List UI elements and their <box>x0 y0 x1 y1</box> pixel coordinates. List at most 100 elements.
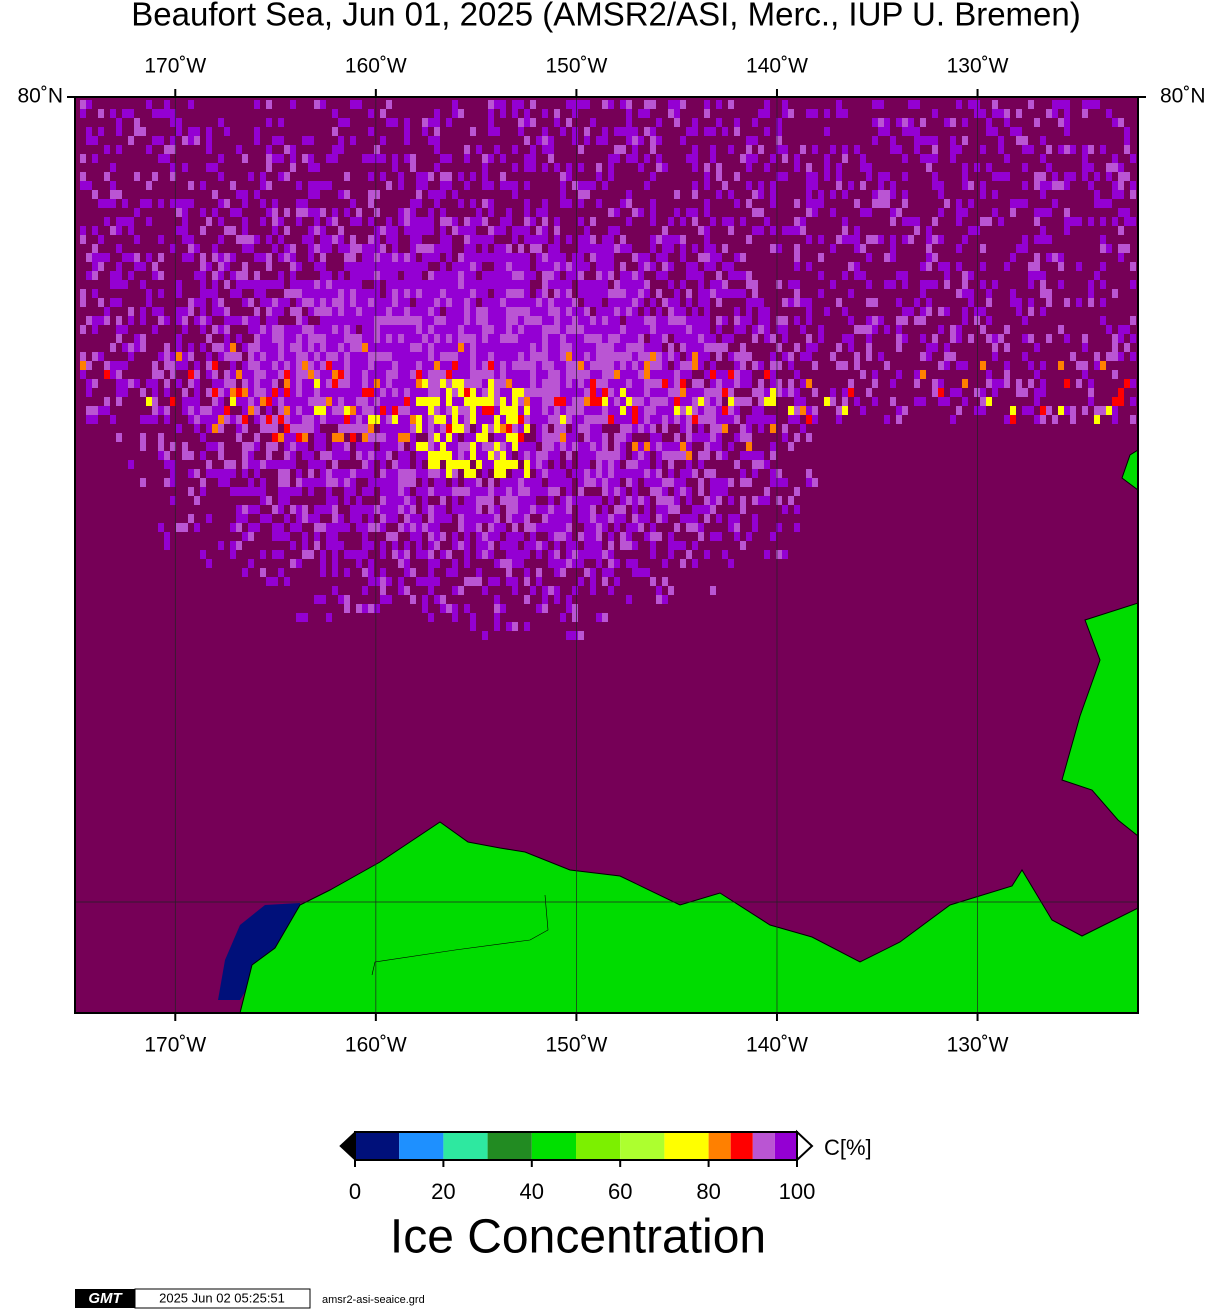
ice-cell <box>80 154 86 163</box>
ice-cell <box>344 172 350 181</box>
ice-cell <box>416 532 422 541</box>
ice-cell <box>290 154 296 163</box>
ice-cell <box>446 172 452 181</box>
ice-cell <box>338 343 344 352</box>
ice-cell <box>488 127 494 136</box>
ice-cell <box>404 424 410 433</box>
ice-cell <box>524 370 530 379</box>
ice-cell <box>1022 145 1028 154</box>
ice-cell <box>464 604 470 613</box>
ice-cell <box>242 442 248 451</box>
ice-cell <box>722 217 728 226</box>
ice-cell <box>554 289 560 298</box>
ice-cell <box>680 388 686 397</box>
ice-cell <box>1052 172 1058 181</box>
ice-cell <box>866 352 872 361</box>
ice-cell <box>890 379 896 388</box>
ice-cell <box>272 532 278 541</box>
ice-cell <box>566 379 572 388</box>
ice-cell <box>632 334 638 343</box>
ice-cell <box>416 523 422 532</box>
ice-cell <box>650 370 656 379</box>
ice-cell <box>1070 145 1076 154</box>
ice-cell <box>902 190 908 199</box>
colorbar-segment <box>664 1132 709 1160</box>
ice-cell <box>410 271 416 280</box>
ice-cell <box>494 370 500 379</box>
ice-cell <box>926 226 932 235</box>
ice-cell <box>638 253 644 262</box>
ice-cell <box>404 568 410 577</box>
ice-cell <box>254 127 260 136</box>
ice-cell <box>920 316 926 325</box>
ice-cell <box>536 325 542 334</box>
ice-cell <box>596 514 602 523</box>
ice-cell <box>770 532 776 541</box>
ice-cell <box>164 460 170 469</box>
ice-cell <box>212 343 218 352</box>
ice-cell <box>386 532 392 541</box>
ice-cell <box>716 406 722 415</box>
ice-cell <box>326 316 332 325</box>
ice-cell <box>242 424 248 433</box>
ice-cell <box>602 460 608 469</box>
ice-cell <box>290 289 296 298</box>
ice-cell <box>410 235 416 244</box>
ice-cell <box>746 433 752 442</box>
ice-cell <box>572 586 578 595</box>
ice-cell <box>794 289 800 298</box>
ice-cell <box>1058 406 1064 415</box>
ice-cell <box>854 325 860 334</box>
ice-cell <box>284 208 290 217</box>
ice-cell <box>608 541 614 550</box>
ice-cell <box>602 100 608 109</box>
ice-cell <box>956 199 962 208</box>
ice-cell <box>518 397 524 406</box>
ice-cell <box>428 442 434 451</box>
ice-cell <box>332 307 338 316</box>
ice-cell <box>962 361 968 370</box>
ice-cell <box>344 361 350 370</box>
colorbar-tick-label: 80 <box>696 1179 720 1204</box>
ice-cell <box>296 361 302 370</box>
timestamp-box <box>134 1288 311 1309</box>
ice-cell <box>878 100 884 109</box>
ice-cell <box>1064 127 1070 136</box>
ice-cell <box>698 352 704 361</box>
ice-cell <box>494 397 500 406</box>
ice-cell <box>362 487 368 496</box>
ice-cell <box>326 379 332 388</box>
ice-cell <box>140 433 146 442</box>
ice-cell <box>242 280 248 289</box>
ice-cell <box>452 415 458 424</box>
ice-cell <box>542 460 548 469</box>
ice-cell <box>86 388 92 397</box>
ice-cell <box>590 505 596 514</box>
ice-cell <box>530 415 536 424</box>
ice-cell <box>524 253 530 262</box>
ice-cell <box>1130 352 1136 361</box>
ice-cell <box>464 325 470 334</box>
ice-cell <box>1064 379 1070 388</box>
ice-cell <box>998 172 1004 181</box>
ice-cell <box>524 154 530 163</box>
ice-cell <box>782 424 788 433</box>
ice-cell <box>932 235 938 244</box>
ice-cell <box>638 316 644 325</box>
ice-cell <box>512 388 518 397</box>
ice-cell <box>920 307 926 316</box>
ice-cell <box>548 505 554 514</box>
ice-cell <box>416 235 422 244</box>
ice-cell <box>1106 325 1112 334</box>
ice-cell <box>236 487 242 496</box>
ice-cell <box>440 280 446 289</box>
ice-cell <box>572 415 578 424</box>
ice-cell <box>866 172 872 181</box>
ice-cell <box>350 262 356 271</box>
ice-cell <box>830 145 836 154</box>
ice-cell <box>428 271 434 280</box>
ice-cell <box>452 280 458 289</box>
ice-cell <box>590 532 596 541</box>
ice-cell <box>500 406 506 415</box>
ice-cell <box>686 352 692 361</box>
